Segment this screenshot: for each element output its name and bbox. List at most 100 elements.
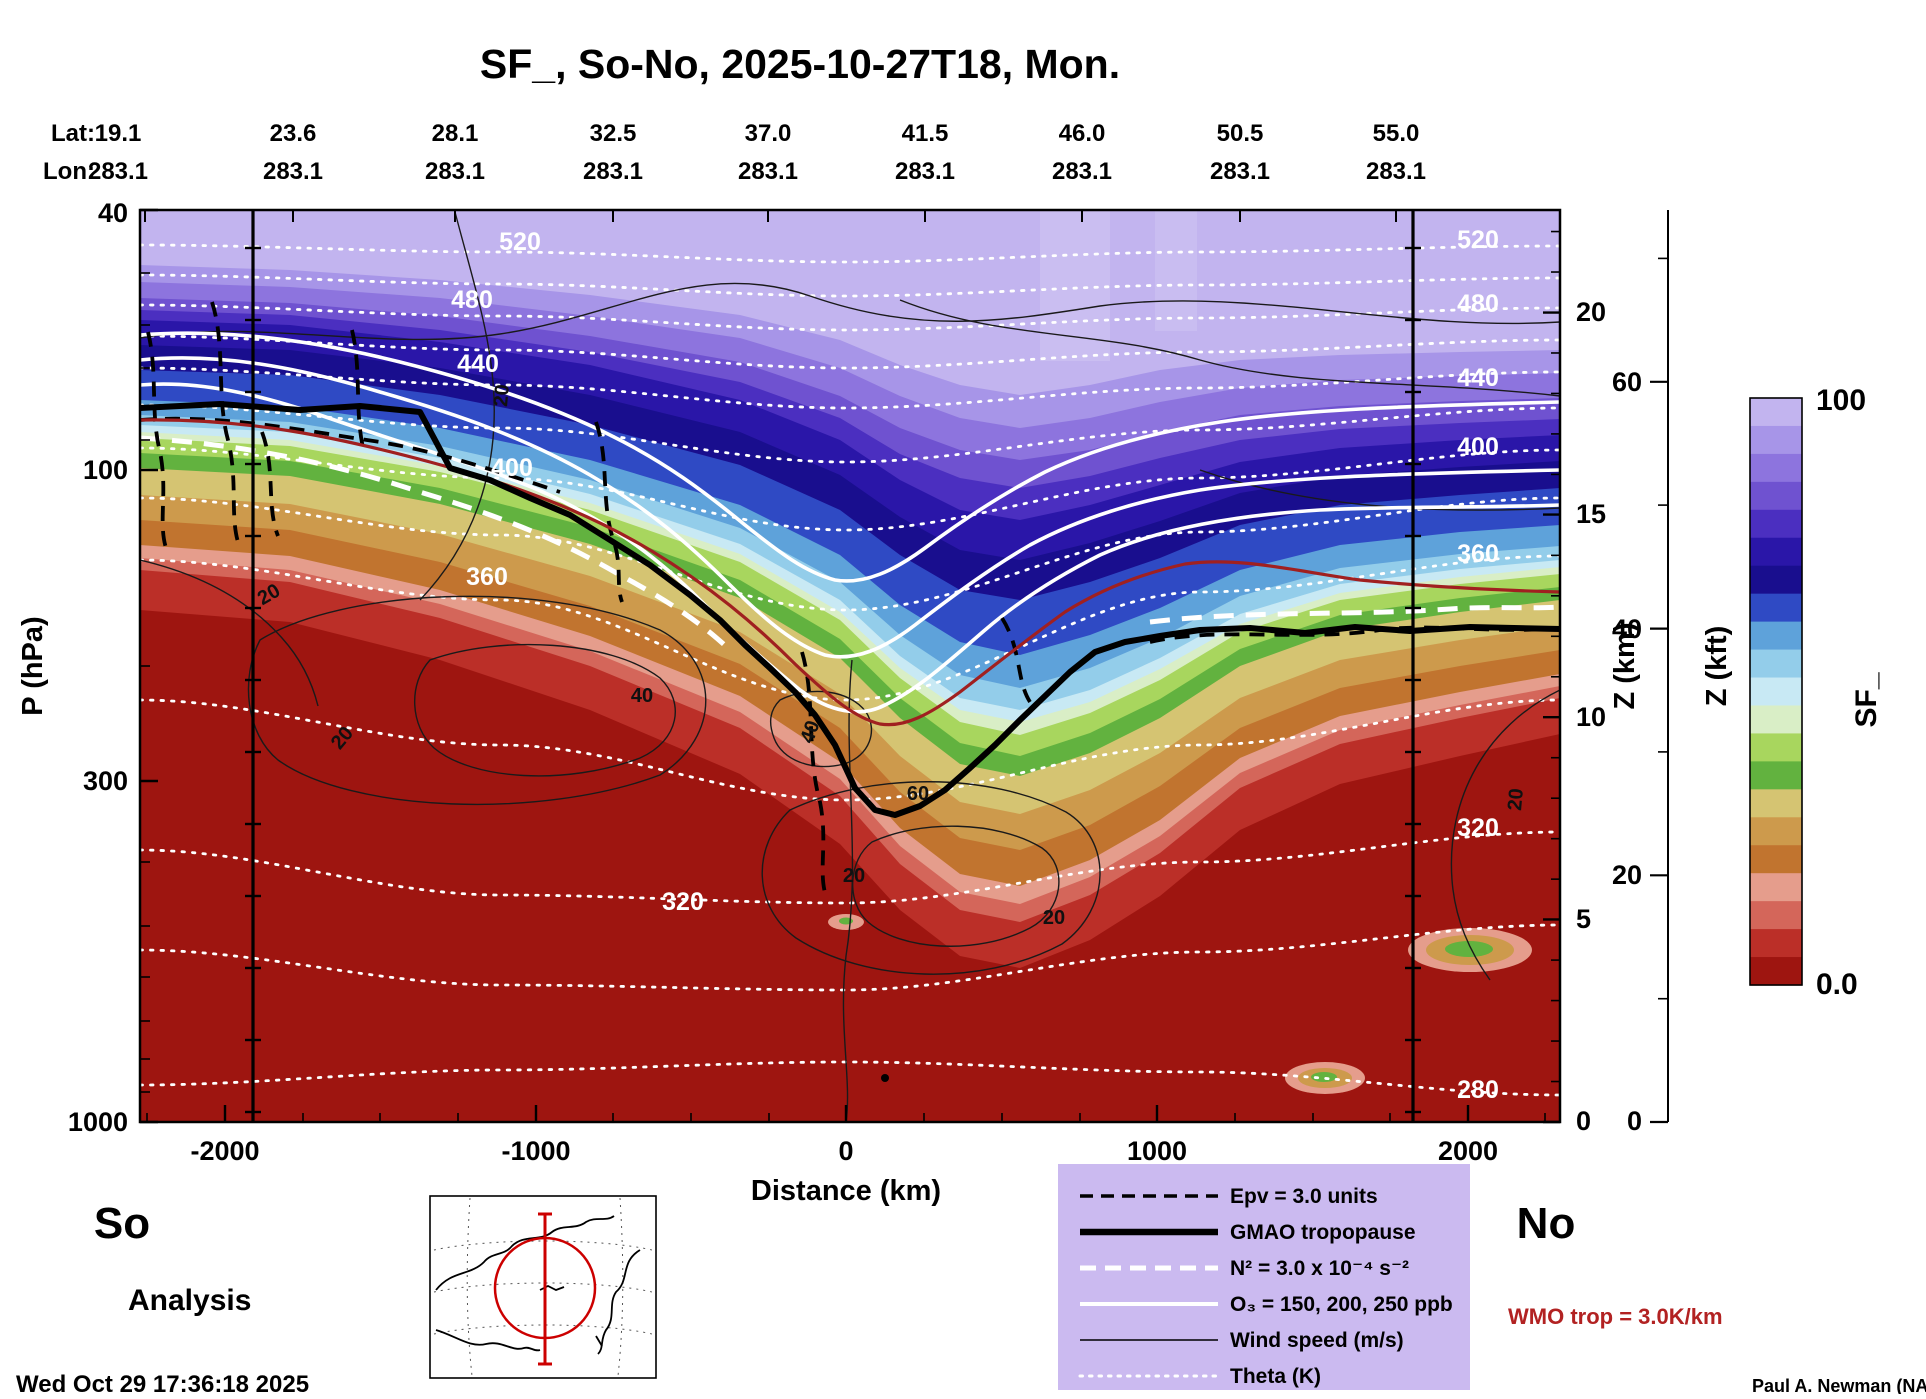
theta-contour [140,923,1560,992]
colorbar-min-label: 0.0 [1816,968,1858,1001]
pressure-tick-label: 100 [83,455,128,485]
wind-contour [140,559,319,707]
colorbar-cell [1750,845,1802,874]
map-coastline [435,1215,615,1291]
epv-contour [594,421,624,603]
zkm-tick-label: 20 [1576,297,1606,327]
wind-contour [842,659,854,1122]
colorbar-cell [1750,593,1802,623]
legend-label-n2: N² = 3.0 x 10⁻⁴ s⁻² [1230,1257,1409,1280]
map-graticule [433,1282,653,1293]
plot-title: SF_, So-No, 2025-10-27T18, Mon. [480,41,1120,87]
lat-value: 41.5 [902,120,949,147]
gmao-tropopause-line [140,401,1560,818]
theta-contour [140,334,1560,370]
legend-label-theta: Theta (K) [1230,1365,1321,1388]
theta-label: 480 [451,286,493,314]
colorbar-cell [1750,929,1802,958]
wind-contour [247,595,707,806]
lat-value: 50.5 [1217,120,1264,147]
wind-contour [1199,469,1560,511]
theta-label: 440 [457,350,499,378]
plot-area: 520 480 440 400 360 320 520 480 440 400 … [138,208,1562,1124]
distance-axis-title: Distance (km) [751,1175,941,1207]
colorbar-cell [1750,957,1802,986]
theta-label: 520 [1457,226,1499,254]
wind-contour [761,781,1101,975]
zkft-tick-label: 20 [1612,860,1642,890]
colorbar-cell [1750,901,1802,930]
axis-ticks [140,208,1668,1124]
colorbar-cell [1750,537,1802,567]
wind-label: 60 [907,783,929,805]
analysis-label: Analysis [128,1284,251,1317]
map-graticule [433,1240,653,1251]
lat-value: 28.1 [432,120,479,147]
theta-contour [140,446,1560,532]
legend-label-wind: Wind speed (m/s) [1230,1329,1404,1352]
ozone-contour [140,382,1560,714]
lat-value: 37.0 [745,120,792,147]
feature-blob [1311,1072,1337,1082]
legend: Epv = 3.0 units GMAO tropopause N² = 3.0… [1058,1164,1470,1390]
zkft-axis-title: Z (kft) [1701,626,1733,707]
lon-value: 283.1 [1210,158,1270,185]
legend-label-gmao: GMAO tropopause [1230,1221,1416,1244]
map-graticule [617,1197,624,1377]
distance-tick-label: 1000 [1127,1136,1187,1166]
distance-tick-label: -1000 [501,1136,570,1166]
legend-label-o3: O₃ = 150, 200, 250 ppb [1230,1293,1453,1316]
lat-value: 32.5 [590,120,637,147]
colorbar-cell [1750,761,1802,790]
lat-value: 19.1 [95,120,142,147]
wind-label: 20 [490,383,514,407]
top-header: Lat: 19.1 23.6 28.1 32.5 37.0 41.5 46.0 … [43,120,1426,185]
north-endpoint-label: No [1517,1199,1576,1248]
lon-value: 283.1 [583,158,643,185]
distance-tick-label: 2000 [1438,1136,1498,1166]
lon-value: 283.1 [738,158,798,185]
bottom-axis: -2000 -1000 0 1000 2000 Distance (km) [190,1136,1498,1207]
colorbar-cell [1750,481,1802,511]
epv-contour [350,329,366,453]
lat-value: 46.0 [1059,120,1106,147]
feature-blob [1445,941,1493,957]
pressure-tick-label: 300 [83,766,128,796]
lat-value: 55.0 [1373,120,1420,147]
wind-contour [419,211,495,601]
theta-contour [140,496,1560,612]
theta-label: 320 [1457,814,1499,842]
ozone-contour [140,356,1560,659]
wind-label: 40 [631,685,653,707]
fill-contours [140,210,1560,1122]
theta-contour [140,554,1560,702]
n2-contours [140,435,1560,652]
wind-contour [899,299,1560,397]
wind-label: 20 [1504,787,1528,811]
pressure-tick-label: 1000 [68,1107,128,1137]
wmo-trop-note: WMO trop = 3.0K/km [1508,1304,1723,1329]
stratosphere-light-streak [1040,211,1110,361]
colorbar-cells [1750,398,1802,986]
wind-contour [851,825,1060,947]
wind-label: 20 [843,865,865,887]
colorbar-cell [1750,621,1802,651]
zkm-tick-label: 5 [1576,904,1591,934]
n2-contour [140,435,732,652]
colorbar-cell [1750,733,1802,762]
theta-label: 520 [499,228,541,256]
theta-contour [140,698,1560,802]
theta-contour [140,243,1560,264]
colorbar-title: SF_ [1850,672,1883,727]
zkft-tick-label: 40 [1612,614,1642,644]
theta-contour [140,273,1560,298]
zkm-axis-title: Z (km) [1609,623,1641,710]
theta-label: 320 [662,888,704,916]
left-axis: 40 100 300 1000 P (hPa) [17,198,128,1137]
theta-contour [140,366,1560,410]
epv-contour [1000,616,1032,704]
colorbar-cell [1750,509,1802,539]
theta-label: 280 [1457,1076,1499,1104]
lon-axis-label: Lon: [43,158,95,185]
